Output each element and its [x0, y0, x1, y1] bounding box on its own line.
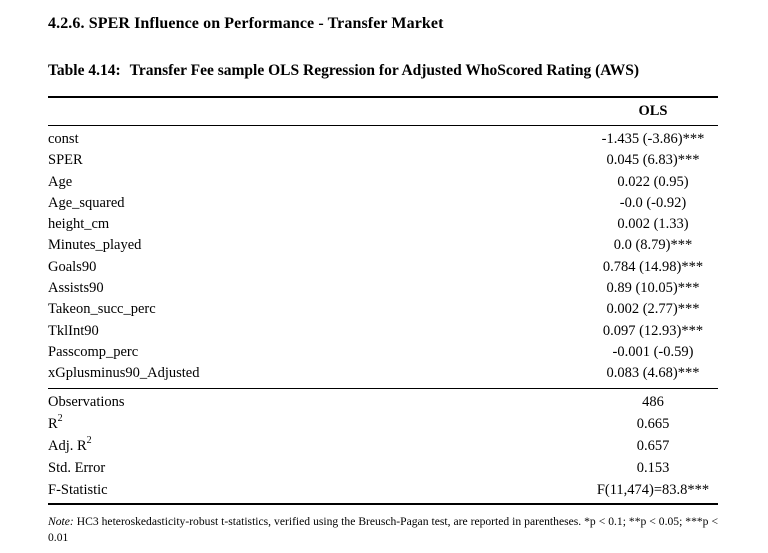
stats-row: Std. Error 0.153 — [48, 457, 718, 479]
stats-row: F-Statistic F(11,474)=83.8*** — [48, 479, 718, 501]
superscript: 2 — [57, 412, 63, 424]
table-row: Passcomp_perc -0.001 (-0.59) — [48, 342, 718, 363]
row-value: 0.002 (2.77)*** — [606, 301, 700, 318]
row-value: -0.001 (-0.59) — [612, 343, 694, 360]
table-row: Assists90 0.89 (10.05)*** — [48, 278, 718, 299]
row-value: 0.0 (8.79)*** — [613, 237, 693, 254]
coefficients-section: const -1.435 (-3.86)*** SPER 0.045 (6.83… — [48, 126, 718, 389]
table-caption: Table 4.14: Transfer Fee sample OLS Regre… — [48, 60, 718, 81]
stat-value: 0.657 — [636, 437, 670, 454]
stat-label: Adj. R2 — [48, 434, 92, 454]
table-row: Minutes_played 0.0 (8.79)*** — [48, 235, 718, 256]
stat-label: Std. Error — [48, 459, 106, 476]
table-caption-label: Table 4.14: — [48, 62, 121, 79]
row-label: Age — [48, 173, 73, 190]
stats-row: Adj. R2 0.657 — [48, 435, 718, 457]
row-label: xGplusminus90_Adjusted — [48, 365, 200, 382]
stat-value: 0.153 — [636, 459, 670, 476]
table-row: const -1.435 (-3.86)*** — [48, 129, 718, 150]
row-value: -0.0 (-0.92) — [619, 194, 687, 211]
table-row: SPER 0.045 (6.83)*** — [48, 150, 718, 171]
table-row: Age_squared -0.0 (-0.92) — [48, 193, 718, 214]
table-row: Age 0.022 (0.95) — [48, 172, 718, 193]
page-content: 4.2.6. SPER Influence on Performance - T… — [48, 0, 718, 546]
row-value: -1.435 (-3.86)*** — [601, 131, 705, 147]
note-label: Note: — [48, 514, 74, 528]
row-value: 0.045 (6.83)*** — [606, 152, 700, 169]
stats-row: Observations 486 — [48, 391, 718, 413]
row-label: Assists90 — [48, 280, 104, 297]
table-row: height_cm 0.002 (1.33) — [48, 214, 718, 235]
row-label: TklInt90 — [48, 322, 99, 339]
row-label: Age_squared — [48, 194, 125, 211]
row-label: Passcomp_perc — [48, 343, 139, 360]
table-row: Goals90 0.784 (14.98)*** — [48, 257, 718, 278]
table-row: xGplusminus90_Adjusted 0.083 (4.68)*** — [48, 363, 718, 384]
row-label: Minutes_played — [48, 237, 142, 254]
row-value: 0.083 (4.68)*** — [606, 365, 700, 382]
row-value: 0.002 (1.33) — [617, 216, 689, 233]
row-value: 0.022 (0.95) — [617, 173, 689, 190]
stats-row: R2 0.665 — [48, 413, 718, 435]
superscript: 2 — [86, 434, 92, 446]
table-caption-text: Transfer Fee sample OLS Regression for A… — [129, 62, 639, 79]
stat-value: 0.665 — [636, 415, 670, 432]
stat-value: F(11,474)=83.8*** — [596, 481, 710, 498]
row-label: Goals90 — [48, 258, 97, 275]
stat-label: R2 — [48, 412, 63, 432]
table-row: TklInt90 0.097 (12.93)*** — [48, 321, 718, 342]
section-heading: 4.2.6. SPER Influence on Performance - T… — [48, 15, 444, 32]
row-value: 0.784 (14.98)*** — [602, 258, 704, 275]
row-value: 0.89 (10.05)*** — [606, 280, 700, 297]
row-label: height_cm — [48, 216, 110, 233]
note-text: HC3 heteroskedasticity-robust t-statisti… — [48, 514, 718, 544]
table-row: Takeon_succ_perc 0.002 (2.77)*** — [48, 299, 718, 320]
table-note: Note: HC3 heteroskedasticity-robust t-st… — [48, 514, 718, 546]
stat-label: F-Statistic — [48, 481, 108, 498]
regression-table: OLS const -1.435 (-3.86)*** SPER 0.045 (… — [48, 96, 718, 505]
column-header-ols: OLS — [638, 103, 668, 119]
row-label: Takeon_succ_perc — [48, 301, 156, 318]
summary-stats-section: Observations 486 R2 0.665 Adj. R2 0.657 … — [48, 389, 718, 503]
row-value: 0.097 (12.93)*** — [602, 322, 704, 339]
table-header-row: OLS — [48, 98, 718, 126]
row-label: SPER — [48, 152, 83, 169]
stat-value: 486 — [642, 393, 664, 410]
row-label: const — [48, 131, 79, 147]
stat-label: Observations — [48, 393, 125, 410]
